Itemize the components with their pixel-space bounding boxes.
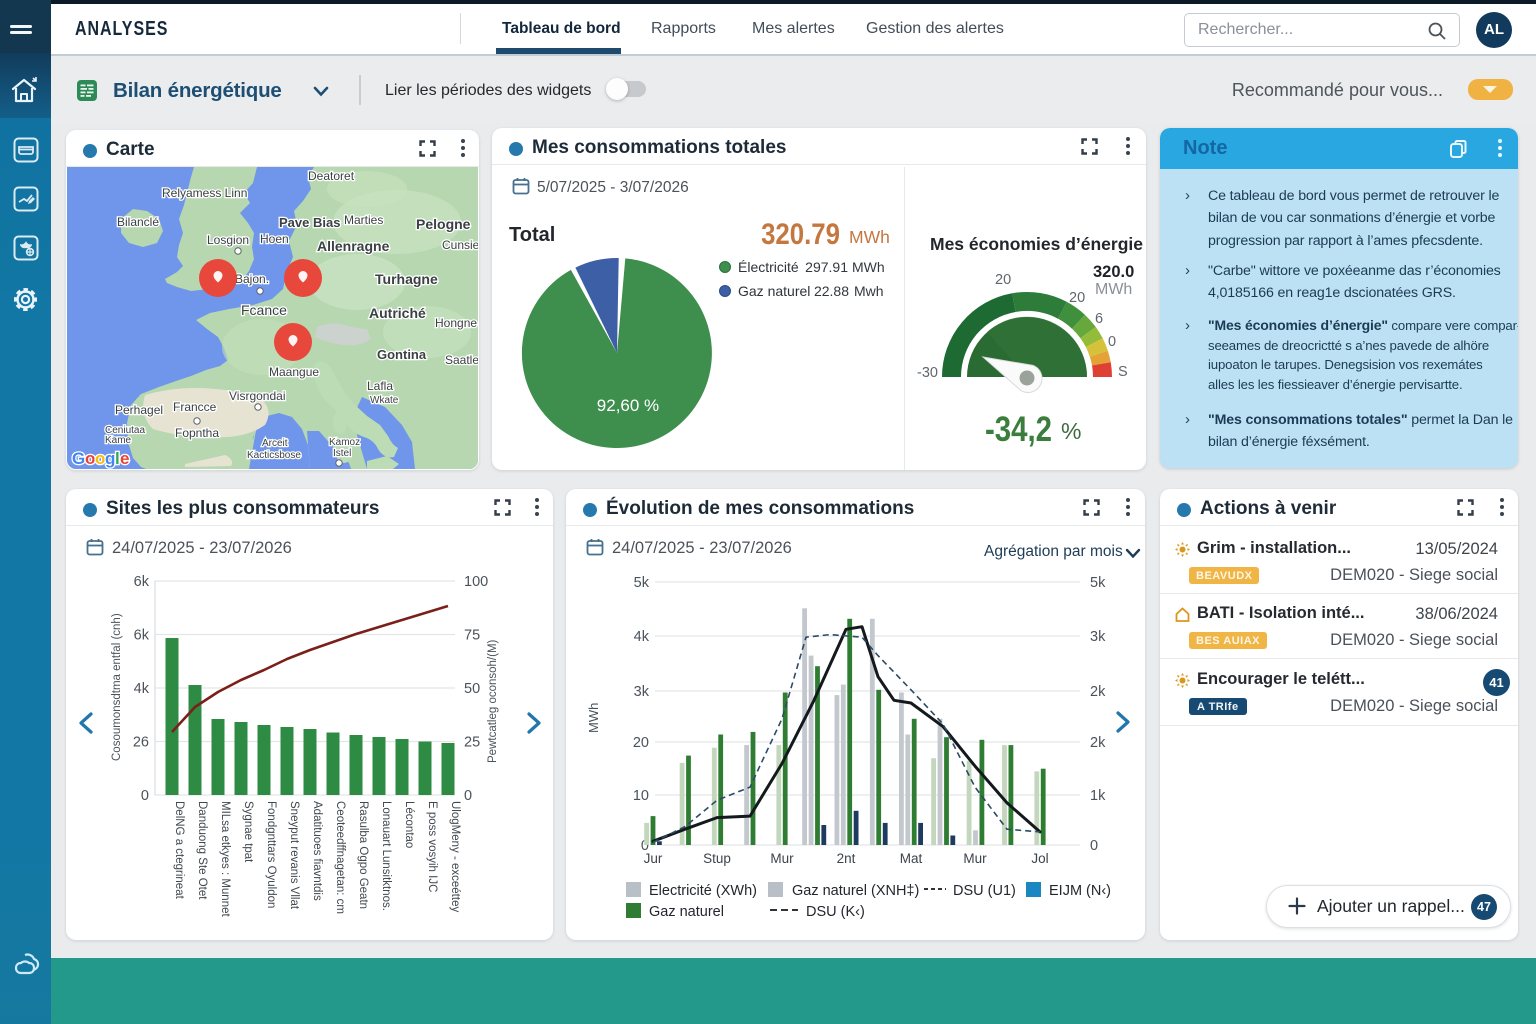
svg-text:Adatituoes fiavntdis: Adatituoes fiavntdis [311, 801, 323, 901]
svg-text:Jol: Jol [1031, 851, 1048, 866]
svg-text:g: g [105, 449, 115, 468]
svg-text:UlogMeny - exceéttey: UlogMeny - exceéttey [449, 801, 461, 912]
svg-text:G: G [72, 449, 85, 468]
svg-text:Sneyput revanis Vllat: Sneyput revanis Vllat [288, 801, 300, 910]
svg-text:Kacticsbose: Kacticsbose [247, 450, 301, 461]
svg-text:Kamoz: Kamoz [329, 437, 360, 448]
svg-text:Mur: Mur [963, 851, 987, 866]
svg-text:Lonauart Lunsitktnos.: Lonauart Lunsitktnos. [380, 801, 392, 911]
svg-text:2k: 2k [1090, 735, 1106, 751]
svg-text:Kame: Kame [105, 435, 132, 446]
svg-text:E poss vosyih IJC: E poss vosyih IJC [426, 801, 438, 892]
svg-text:Allenragne: Allenragne [317, 238, 390, 254]
svg-text:Gaz naturel (XNH‡): Gaz naturel (XNH‡) [792, 883, 919, 899]
svg-text:l: l [115, 449, 120, 468]
svg-text:Jur: Jur [644, 851, 663, 866]
svg-text:Pelogne: Pelogne [416, 216, 471, 232]
svg-text:0: 0 [641, 838, 649, 854]
svg-text:2k: 2k [1090, 684, 1106, 700]
svg-text:6k: 6k [134, 628, 150, 644]
svg-text:0: 0 [1090, 838, 1098, 854]
svg-text:Pave Bias: Pave Bias [279, 215, 340, 230]
svg-text:Saatle: Saatle [445, 353, 478, 367]
svg-text:Hongne: Hongne [435, 316, 477, 330]
svg-text:Wkate: Wkate [370, 395, 399, 406]
svg-text:1k: 1k [1090, 788, 1106, 804]
svg-text:4k: 4k [134, 681, 150, 697]
svg-text:o: o [85, 449, 95, 468]
svg-text:4k: 4k [634, 629, 650, 645]
svg-text:Fondgnttars Oyuldon: Fondgnttars Oyuldon [265, 801, 277, 908]
svg-text:Bilanclé: Bilanclé [117, 215, 159, 229]
svg-text:Fopntha: Fopntha [175, 426, 219, 440]
svg-text:o: o [95, 449, 105, 468]
svg-text:Mat: Mat [900, 851, 923, 866]
svg-text:Francce: Francce [173, 400, 217, 414]
svg-text:20: 20 [633, 735, 649, 751]
svg-text:Stup: Stup [703, 851, 731, 866]
svg-text:Arceit: Arceit [262, 438, 288, 449]
svg-text:Gaz naturel: Gaz naturel [649, 904, 724, 920]
svg-text:20: 20 [1069, 290, 1085, 306]
svg-text:25: 25 [464, 735, 480, 751]
svg-text:Turhagne: Turhagne [375, 271, 438, 287]
svg-text:Danduong Ste Otet: Danduong Ste Otet [196, 801, 208, 900]
svg-text:Relyamess Linn: Relyamess Linn [162, 186, 247, 200]
svg-text:Autriché: Autriché [369, 305, 426, 321]
svg-text:Cunsie: Cunsie [442, 238, 478, 252]
svg-text:10: 10 [633, 788, 649, 804]
svg-text:75: 75 [464, 628, 480, 644]
svg-text:Fcance: Fcance [241, 302, 287, 318]
svg-text:0: 0 [464, 788, 472, 804]
svg-text:5k: 5k [1090, 575, 1106, 591]
svg-text:100: 100 [464, 574, 488, 590]
svg-text:3k: 3k [1090, 629, 1106, 645]
svg-text:26: 26 [133, 735, 149, 751]
svg-text:6: 6 [1095, 311, 1103, 327]
svg-text:DSU (K‹): DSU (K‹) [806, 904, 865, 920]
svg-text:MWh: MWh [586, 703, 601, 733]
svg-text:50: 50 [464, 681, 480, 697]
svg-text:92,60 %: 92,60 % [597, 396, 659, 415]
svg-text:Mur: Mur [770, 851, 794, 866]
svg-text:DSU (U1): DSU (U1) [953, 883, 1016, 899]
svg-text:Electricité (XWh): Electricité (XWh) [649, 883, 757, 899]
svg-text:Lafla: Lafla [367, 379, 393, 393]
svg-text:20: 20 [995, 272, 1011, 288]
svg-text:Lécontao: Lécontao [403, 801, 415, 848]
svg-text:2nt: 2nt [837, 851, 856, 866]
svg-text:Hoen: Hoen [260, 232, 289, 246]
svg-text:Gontina: Gontina [377, 347, 427, 362]
svg-text:Maangue: Maangue [269, 365, 319, 379]
svg-text:Perhagel: Perhagel [115, 403, 163, 417]
svg-text:6k: 6k [134, 574, 150, 590]
svg-text:Cosoumonsdtma entfal (cnh): Cosoumonsdtma entfal (cnh) [111, 613, 123, 761]
svg-text:e: e [120, 449, 129, 468]
svg-text:Marties: Marties [344, 213, 383, 227]
svg-text:3k: 3k [634, 684, 650, 700]
svg-text:Rasulba Ogpo Geatn: Rasulba Ogpo Geatn [357, 801, 369, 909]
svg-text:Pewtcatleg oconsoh/(M): Pewtcatleg oconsoh/(M) [487, 639, 499, 763]
svg-text:0: 0 [1108, 334, 1116, 350]
svg-text:Sygnae tpat: Sygnae tpat [242, 801, 254, 863]
svg-text:Istel: Istel [333, 448, 351, 459]
svg-text:Deatoret: Deatoret [308, 169, 355, 183]
svg-text:Losgion: Losgion [207, 233, 249, 247]
svg-text:S: S [1118, 364, 1128, 380]
svg-text:MILsa etkyes : Munnet: MILsa etkyes : Munnet [219, 801, 231, 917]
svg-text:5k: 5k [634, 575, 650, 591]
svg-text:DelNG a ctegrineat: DelNG a ctegrineat [173, 801, 185, 900]
svg-text:0: 0 [141, 788, 149, 804]
svg-text:Visrgondai: Visrgondai [229, 389, 285, 403]
svg-text:Ceniutaa: Ceniutaa [105, 425, 145, 436]
svg-text:Ceoteedffnagetan: cm: Ceoteedffnagetan: cm [334, 801, 346, 914]
svg-text:Bajon.: Bajon. [235, 272, 269, 286]
svg-text:-30: -30 [917, 365, 938, 381]
svg-text:EIJM (N‹): EIJM (N‹) [1049, 883, 1111, 899]
